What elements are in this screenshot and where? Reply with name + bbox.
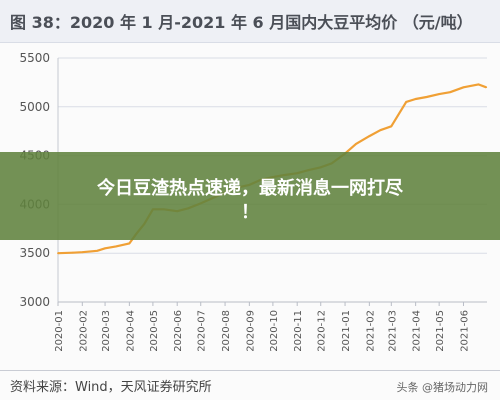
x-tick-label: 2020-03 <box>101 310 112 352</box>
headline-line-2: ！ <box>241 202 259 223</box>
x-tick-label: 2020-05 <box>149 310 160 352</box>
x-tick-label: 2021-04 <box>412 310 423 352</box>
y-tick-label: 5000 <box>19 100 50 114</box>
data-point <box>462 86 465 89</box>
x-tick-label: 2020-10 <box>269 310 280 352</box>
chart-title: 图 38：2020 年 1 月-2021 年 6 月国内大豆平均价 （元/吨） <box>10 13 473 32</box>
footer-divider <box>0 370 500 371</box>
data-point <box>368 135 371 137</box>
x-tick-label: 2021-03 <box>387 310 398 352</box>
source-note: 资料来源：Wind，天风证券研究所 <box>10 380 212 395</box>
x-tick-label: 2020-09 <box>245 310 256 352</box>
data-point <box>355 142 357 145</box>
data-point <box>477 83 480 86</box>
data-point <box>449 91 452 94</box>
x-tick-label: 2020-04 <box>125 310 136 352</box>
data-point <box>128 242 131 245</box>
headline-banner: 今日豆渣热点速递，最新消息一网打尽 ！ <box>0 152 500 240</box>
data-point <box>57 252 59 255</box>
data-point <box>425 96 428 98</box>
x-tick-label: 2020-08 <box>221 310 232 352</box>
data-point <box>485 86 488 89</box>
data-point <box>379 129 382 132</box>
data-point <box>104 247 106 250</box>
x-tick-label: 2021-01 <box>341 310 352 352</box>
data-point <box>438 93 441 96</box>
x-tick-label: 2020-07 <box>197 310 208 352</box>
x-tick-label: 2020-06 <box>173 310 184 352</box>
x-tick-label: 2021-06 <box>459 310 470 352</box>
x-tick-label: 2021-05 <box>435 310 446 352</box>
x-tick-label: 2020-11 <box>293 310 304 352</box>
x-tick-label: 2020-12 <box>317 310 328 352</box>
y-tick-label: 3500 <box>19 246 50 260</box>
x-tick-label: 2020-01 <box>54 310 65 352</box>
headline-line-1: 今日豆渣热点速递，最新消息一网打尽 <box>97 178 403 199</box>
data-point <box>72 251 74 254</box>
data-point <box>414 98 417 100</box>
watermark: 头条 @猪场动力网 <box>396 381 489 394</box>
x-tick-label: 2020-02 <box>78 310 89 352</box>
y-tick-label: 3000 <box>19 295 50 309</box>
y-tick-label: 5500 <box>19 51 50 65</box>
data-point <box>96 249 99 252</box>
data-point <box>390 125 393 128</box>
data-point <box>405 101 408 103</box>
x-tick-label: 2021-02 <box>365 310 376 352</box>
chart-header: 图 38：2020 年 1 月-2021 年 6 月国内大豆平均价 （元/吨） <box>0 0 500 43</box>
data-point <box>115 245 117 248</box>
data-point <box>81 251 84 254</box>
